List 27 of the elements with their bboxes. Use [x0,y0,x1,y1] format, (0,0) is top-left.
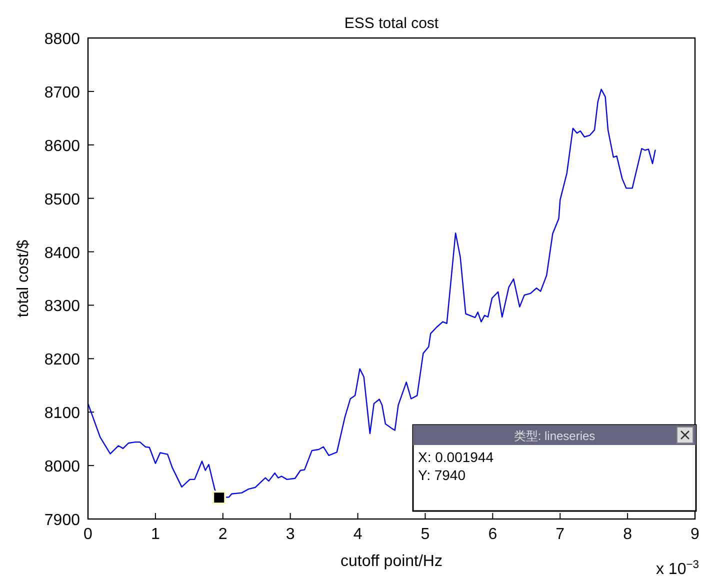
x-tick-label: 4 [353,526,362,543]
text: x 10$^{−3}$ [656,559,699,578]
y-tick-label: 8500 [44,191,80,208]
x-tick-label: 5 [420,526,430,543]
x-tick-label: 1 [150,526,160,543]
y-axis-title: total cost/$ [15,240,32,318]
x-tick-label: 3 [286,526,295,543]
annotation: Y: 7940 [418,467,466,483]
y-tick-label: 8600 [44,138,80,155]
annotation: 类型: lineseries [514,429,596,443]
x-tick-label: 9 [690,526,700,543]
y-tick-label: 7900 [44,512,80,529]
y-tick-label: 8800 [44,31,80,48]
annotation: X: 0.001944 [418,449,494,465]
x-tick-label: 0 [84,526,93,543]
y-tick-label: 8000 [44,458,80,476]
x-tick-label: 7 [556,526,565,543]
y-tick-label: 8700 [44,84,80,102]
x-tick-label: 2 [218,526,228,543]
x-axis-title: cutoff point/Hz [340,553,442,570]
y-tick-label: 8200 [44,352,80,369]
chart-title: ESS total cost [344,15,440,32]
y-tick-label: 8400 [44,244,80,262]
y-tick-label: 8100 [44,405,80,422]
x-tick-label: 6 [488,526,498,543]
x-tick-label: 8 [623,526,632,543]
y-tick-label: 8300 [44,298,80,316]
